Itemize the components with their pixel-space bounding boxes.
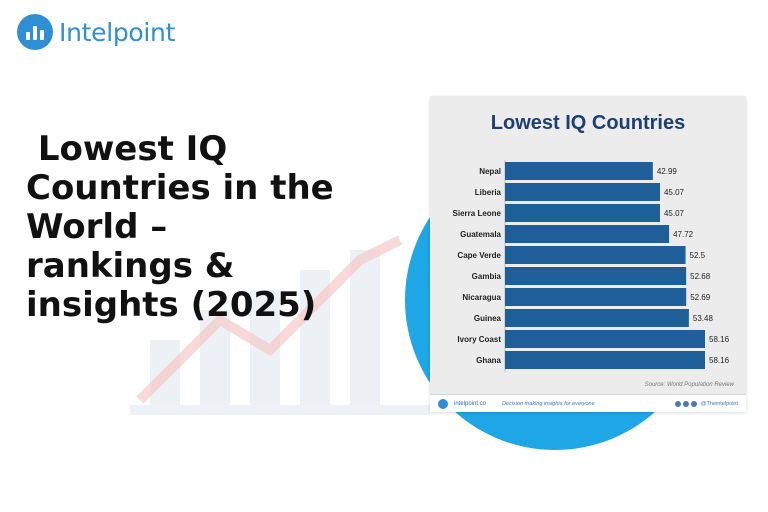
value-label: 58.16 xyxy=(709,356,730,365)
bar-liberia xyxy=(505,183,660,201)
bar-ghana xyxy=(505,351,705,369)
bar-ivory-coast xyxy=(505,330,705,348)
bar-chart: Nepal 42.99 Liberia 45.07 Sierra Leone 45.07 G… xyxy=(453,160,730,372)
value-label: 47.72 xyxy=(673,230,694,239)
bar-gambia xyxy=(505,267,687,285)
category-label: Nicaragua xyxy=(462,293,501,302)
category-label: Ivory Coast xyxy=(457,335,501,344)
card-footer: intelpoint.co Decision making insights f… xyxy=(430,394,746,412)
background-decoration xyxy=(130,235,430,415)
x-icon xyxy=(674,400,681,407)
instagram-icon xyxy=(682,400,689,407)
chart-source: Source: World Population Review xyxy=(644,382,734,388)
value-label: 52.69 xyxy=(690,293,711,302)
social-links: @Theintelpoint xyxy=(674,400,738,407)
category-label: Nepal xyxy=(479,167,501,176)
value-label: 52.5 xyxy=(690,251,706,260)
category-label: Guatemala xyxy=(460,230,501,239)
chart-title: Lowest IQ Countries xyxy=(490,112,686,134)
bar-cape-verde xyxy=(505,246,686,264)
facebook-icon xyxy=(690,400,697,407)
value-label: 52.68 xyxy=(690,272,711,281)
category-label: Ghana xyxy=(476,356,501,365)
brand-logo: Intelpoint xyxy=(17,14,175,50)
category-label: Sierra Leone xyxy=(453,209,502,218)
category-label: Liberia xyxy=(475,188,502,197)
value-label: 42.99 xyxy=(657,167,678,176)
bar-nicaragua xyxy=(505,288,687,306)
footer-site: intelpoint.co xyxy=(454,400,487,407)
value-label: 53.48 xyxy=(693,314,714,323)
value-label: 45.07 xyxy=(664,188,685,197)
intelpoint-logo-icon xyxy=(438,398,448,409)
page-headline: Lowest IQ Countries in the World – ranki… xyxy=(26,129,334,325)
brand-name: Intelpoint xyxy=(59,17,176,47)
category-label: Cape Verde xyxy=(457,251,501,260)
value-label: 58.16 xyxy=(709,335,730,344)
bar-guatemala xyxy=(505,225,670,243)
bar-chart-icon xyxy=(17,14,53,50)
category-label: Gambia xyxy=(472,272,502,281)
footer-handle: @Theintelpoint xyxy=(700,400,738,407)
chart-card: Lowest IQ Countries Nepal 42.99 Liberia 45.… xyxy=(430,96,746,412)
bar-guinea xyxy=(505,309,689,327)
bar-sierra-leone xyxy=(505,204,660,222)
footer-tagline: Decision making insights for everyone xyxy=(502,400,595,407)
value-label: 45.07 xyxy=(664,209,685,218)
category-label: Guinea xyxy=(474,314,502,323)
bar-nepal xyxy=(505,162,653,180)
